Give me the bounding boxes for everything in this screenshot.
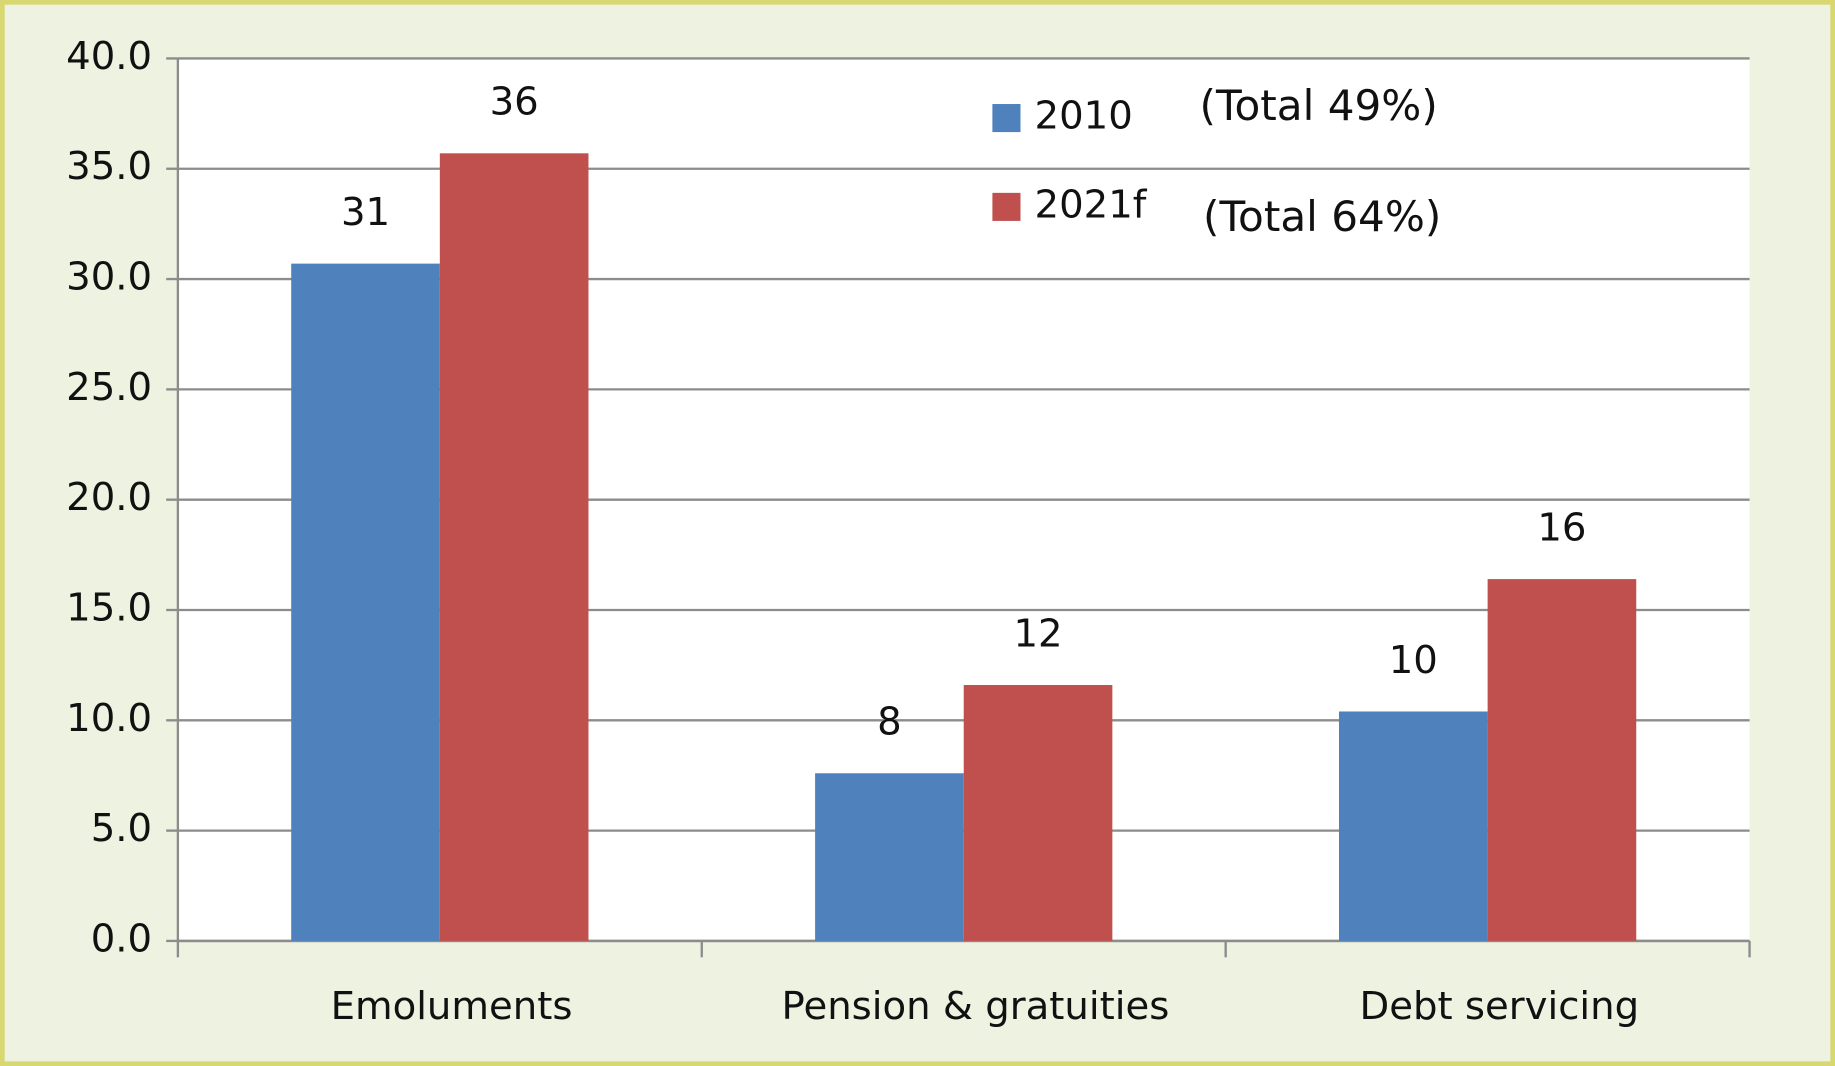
x-tick-label: Pension & gratuities [782,984,1170,1029]
x-tick-label: Debt servicing [1360,984,1640,1029]
y-tick-label: 20.0 [66,475,152,520]
bar [1338,711,1488,941]
bar [1487,579,1637,941]
y-tick-label: 10.0 [66,696,152,741]
legend-label: 2010 [1035,94,1133,139]
y-tick-label: 40.0 [66,34,152,79]
annotation: (Total 49%) [1200,81,1438,130]
value-label: 16 [1537,506,1586,551]
y-tick-label: 15.0 [66,586,152,631]
y-tick-label: 0.0 [91,916,152,961]
bar [963,685,1113,941]
value-label: 8 [877,700,902,745]
value-label: 10 [1389,638,1438,683]
bar [439,153,589,941]
x-tick-label: Emoluments [331,984,573,1029]
y-tick-label: 30.0 [66,255,152,300]
y-tick-label: 25.0 [66,365,152,410]
legend-label: 2021f [1035,182,1148,227]
annotation: (Total 64%) [1203,192,1441,241]
bar [815,773,964,941]
legend-swatch [992,104,1021,133]
value-label: 31 [341,190,390,235]
legend-swatch [992,192,1021,221]
bar [291,263,440,941]
value-label: 12 [1013,611,1062,656]
y-tick-label: 35.0 [66,144,152,189]
value-label: 36 [490,80,539,125]
y-tick-label: 5.0 [91,806,152,851]
